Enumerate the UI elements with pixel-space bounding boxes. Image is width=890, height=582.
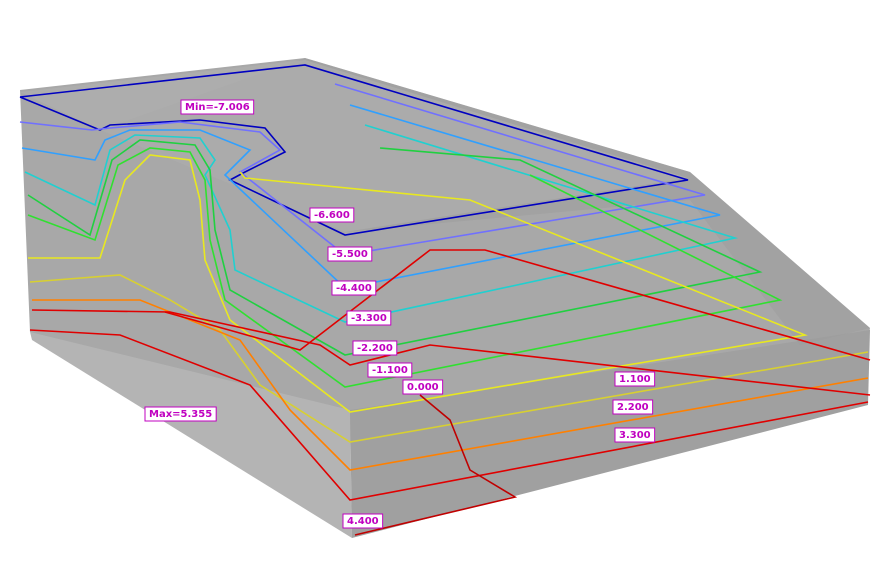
level-text: Max=5.355: [149, 409, 212, 420]
contour: [29, 329, 869, 501]
level-label: 3.300: [614, 427, 656, 443]
level-label: -2.200: [352, 340, 398, 356]
contour: [32, 299, 869, 471]
level-text: 1.100: [619, 374, 651, 385]
level-text: -1.100: [372, 365, 408, 376]
level-text: -2.200: [357, 343, 393, 354]
level-text: 0.000: [407, 382, 439, 393]
level-label: Max=5.355: [144, 406, 217, 422]
level-text: -6.600: [314, 210, 350, 221]
level-text: 4.400: [347, 516, 379, 527]
terrain-side: [350, 330, 870, 538]
level-text: 3.300: [619, 430, 651, 441]
level-text: Min=-7.006: [185, 102, 250, 113]
level-label: -4.400: [331, 280, 377, 296]
level-label: 4.400: [342, 513, 384, 529]
contour: [27, 139, 763, 356]
contour: [19, 83, 706, 256]
level-label: -5.500: [327, 246, 373, 262]
contour: [164, 249, 871, 361]
contour: [354, 394, 518, 536]
level-text: 2.200: [617, 402, 649, 413]
contour: [27, 147, 783, 388]
contour: [19, 64, 689, 236]
level-text: -3.300: [351, 313, 387, 324]
level-label: 2.200: [612, 399, 654, 415]
level-label: Min=-7.006: [180, 99, 255, 115]
level-label: 1.100: [614, 371, 656, 387]
level-label: 0.000: [402, 379, 444, 395]
labels: Min=-7.006 -6.600 -5.500 -4.400 -3.300 -…: [144, 99, 656, 529]
contour: [31, 309, 871, 396]
terrain-front: [30, 332, 352, 538]
contour: [21, 104, 721, 289]
contour: [24, 124, 739, 323]
level-text: -5.500: [332, 249, 368, 260]
contour: [29, 274, 869, 443]
level-label: -1.100: [367, 362, 413, 378]
contour: [28, 154, 808, 413]
level-text: -4.400: [336, 283, 372, 294]
level-label: -6.600: [309, 207, 355, 223]
level-label: -3.300: [346, 310, 392, 326]
